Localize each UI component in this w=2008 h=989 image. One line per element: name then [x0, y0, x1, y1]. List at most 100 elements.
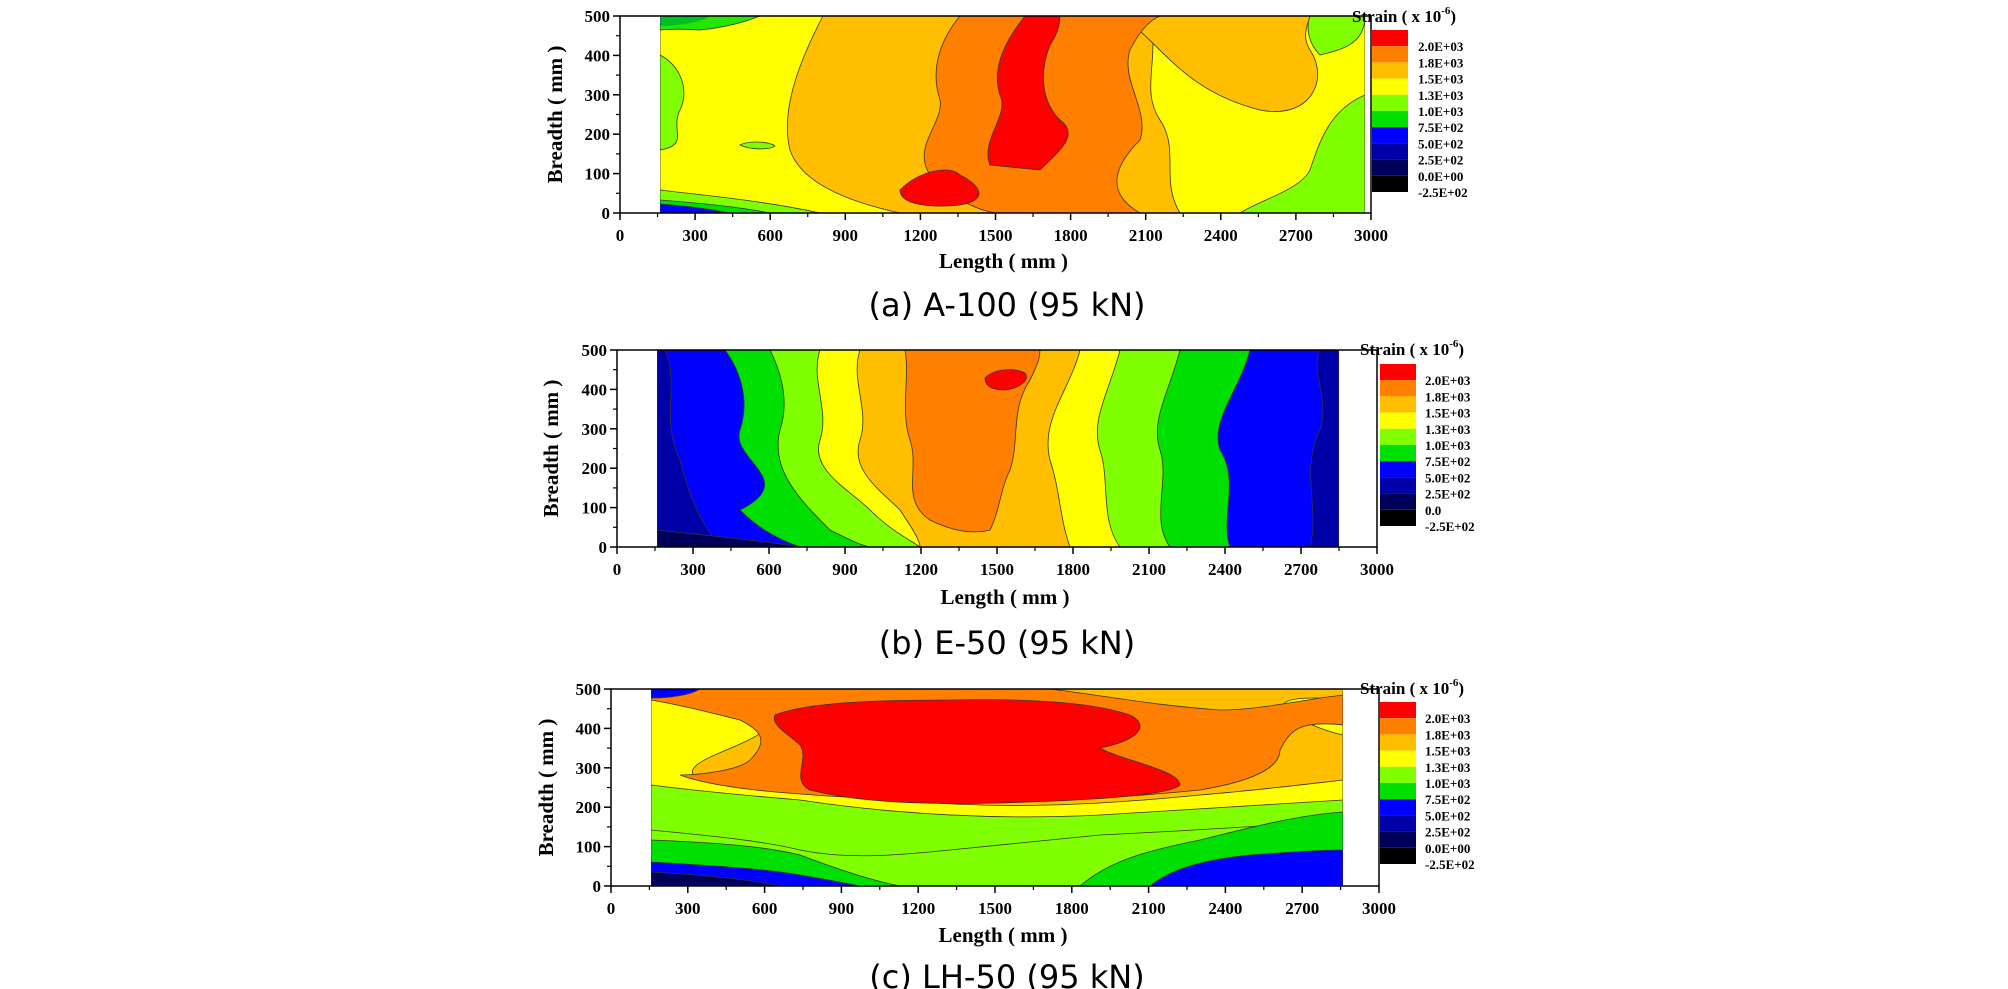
colorbar-swatch — [1380, 718, 1416, 735]
y-tick-label: 200 — [585, 125, 611, 144]
colorbar-swatch — [1380, 380, 1416, 397]
colorbar-label: -2.5E+02 — [1418, 185, 1468, 200]
colorbar-label: 2.0E+03 — [1418, 39, 1464, 54]
x-tick-label: 2700 — [1279, 226, 1313, 245]
colorbar-b: Strain ( x 10-6) 2.0E+031.8E+03 1.5E+031.3… — [1360, 338, 1475, 534]
x-tick-label: 1500 — [978, 899, 1012, 918]
colorbar-swatch — [1372, 46, 1408, 63]
colorbar-swatch — [1372, 175, 1408, 192]
y-tick-label: 0 — [602, 204, 611, 223]
x-tick-label: 2100 — [1132, 560, 1166, 579]
y-tick-label: 300 — [582, 420, 608, 439]
colorbar-label: -2.5E+02 — [1425, 519, 1475, 534]
colorbar-label: 0.0E+00 — [1418, 169, 1463, 184]
y-axis-title: Breadth ( mm ) — [539, 380, 563, 518]
colorbar-label: 1.5E+03 — [1418, 72, 1464, 87]
y-tick-label: 500 — [576, 680, 602, 699]
contour-band-1500-right — [1119, 16, 1319, 112]
contour-band-1300-right-bottom — [1239, 94, 1365, 213]
x-tick-label: 0 — [607, 899, 616, 918]
contour-band-2000 — [984, 369, 1027, 391]
colorbar-swatch — [1380, 477, 1416, 494]
colorbar-swatch — [1372, 127, 1408, 144]
y-tick-label: 500 — [582, 341, 608, 360]
axes-a: 0 300 600 900 1200 1500 1800 2100 2400 2700 3000 0 1… — [543, 7, 1388, 324]
chart-panel-b: 0 300 600 900 1200 1500 1800 2100 2400 2700 3000 0 1… — [539, 338, 1475, 662]
colorbar-a: Strain ( x 10-6) 2.0E+031.8E+03 1.5E+031.3… — [1352, 5, 1468, 200]
panel-caption: (b) E-50 (95 kN) — [879, 624, 1135, 662]
x-tick-label: 300 — [682, 226, 708, 245]
y-tick-label: 100 — [585, 165, 611, 184]
x-tick-label: 2700 — [1284, 560, 1318, 579]
colorbar-label: 2.5E+02 — [1425, 487, 1470, 502]
contour-field-b — [657, 350, 1339, 547]
contour-field-c — [651, 689, 1343, 886]
colorbar-swatch — [1372, 94, 1408, 111]
x-tick-label: 3000 — [1360, 560, 1394, 579]
colorbar-swatch — [1380, 364, 1416, 381]
colorbar-swatch — [1380, 847, 1416, 864]
colorbar-swatch — [1380, 815, 1416, 832]
x-tick-label: 2400 — [1208, 560, 1242, 579]
colorbar-swatch — [1380, 461, 1416, 478]
colorbar-swatch — [1380, 734, 1416, 751]
colorbar-label: 0.0E+00 — [1425, 841, 1470, 856]
colorbar-label: 1.3E+03 — [1418, 88, 1464, 103]
contour-band-2000 — [773, 699, 1181, 804]
colorbar-label: 5.0E+02 — [1418, 136, 1463, 151]
data-region-mask-b — [617, 348, 1377, 548]
colorbar-title: Strain ( x 10-6) — [1360, 677, 1464, 698]
colorbar-swatch — [1372, 143, 1408, 160]
colorbar-swatch — [1372, 111, 1408, 128]
colorbar-swatch — [1380, 831, 1416, 848]
y-tick-label: 500 — [585, 7, 611, 26]
colorbar-title: Strain ( x 10-6) — [1352, 5, 1456, 26]
colorbar-label: -2.5E+02 — [1425, 857, 1475, 872]
panel-caption: (c) LH-50 (95 kN) — [869, 958, 1144, 989]
contour-band-2000-upper — [987, 16, 1069, 171]
y-tick-label: 0 — [599, 538, 608, 557]
x-tick-label: 0 — [613, 560, 622, 579]
colorbar-label: 2.5E+02 — [1418, 153, 1463, 168]
x-tick-label: 1200 — [904, 560, 938, 579]
y-axis-title: Breadth ( mm ) — [534, 719, 558, 857]
contour-band-1000-top — [660, 16, 761, 31]
x-tick-label: 300 — [680, 560, 706, 579]
colorbar-label: 1.8E+03 — [1425, 727, 1471, 742]
y-tick-label: 200 — [582, 459, 608, 478]
x-axis-title: Length ( mm ) — [941, 585, 1070, 609]
colorbar-label: 1.3E+03 — [1425, 422, 1471, 437]
colorbar-label: 1.5E+03 — [1425, 406, 1471, 421]
colorbar-label: 7.5E+02 — [1418, 120, 1463, 135]
colorbar-label: 1.0E+03 — [1425, 438, 1471, 453]
chart-panel-c: 0 300 600 900 1200 1500 1800 2100 2400 2700 3000 0 1… — [534, 677, 1475, 989]
x-tick-label: 2400 — [1204, 226, 1238, 245]
colorbar-c: Strain ( x 10-6) 2.0E+031.8E+03 1.5E+031.3… — [1360, 677, 1475, 872]
colorbar-label: 1.3E+03 — [1425, 760, 1471, 775]
contour-field-a — [660, 16, 1365, 213]
x-tick-label: 1800 — [1054, 226, 1088, 245]
y-tick-label: 400 — [576, 719, 602, 738]
colorbar-label: 1.0E+03 — [1425, 776, 1471, 791]
colorbar-title: Strain ( x 10-6) — [1360, 338, 1464, 359]
colorbar-swatch — [1372, 78, 1408, 95]
contour-band-2000-lower — [899, 169, 980, 207]
data-region-mask-a — [620, 14, 1371, 214]
x-tick-label: 900 — [829, 899, 855, 918]
x-tick-label: 600 — [756, 560, 782, 579]
colorbar-label: 1.8E+03 — [1418, 55, 1464, 70]
colorbar-swatch — [1372, 30, 1408, 47]
y-tick-label: 100 — [582, 499, 608, 518]
x-tick-label: 1500 — [979, 226, 1013, 245]
colorbar-swatch — [1380, 493, 1416, 510]
x-tick-label: 3000 — [1362, 899, 1396, 918]
y-tick-label: 300 — [576, 759, 602, 778]
x-tick-label: 2100 — [1132, 899, 1166, 918]
x-tick-label: 900 — [833, 226, 859, 245]
x-tick-label: 0 — [616, 226, 625, 245]
x-tick-label: 2100 — [1129, 226, 1163, 245]
colorbar-swatch — [1372, 62, 1408, 79]
colorbar-swatch — [1380, 412, 1416, 429]
contour-band-1300-left — [660, 54, 685, 151]
